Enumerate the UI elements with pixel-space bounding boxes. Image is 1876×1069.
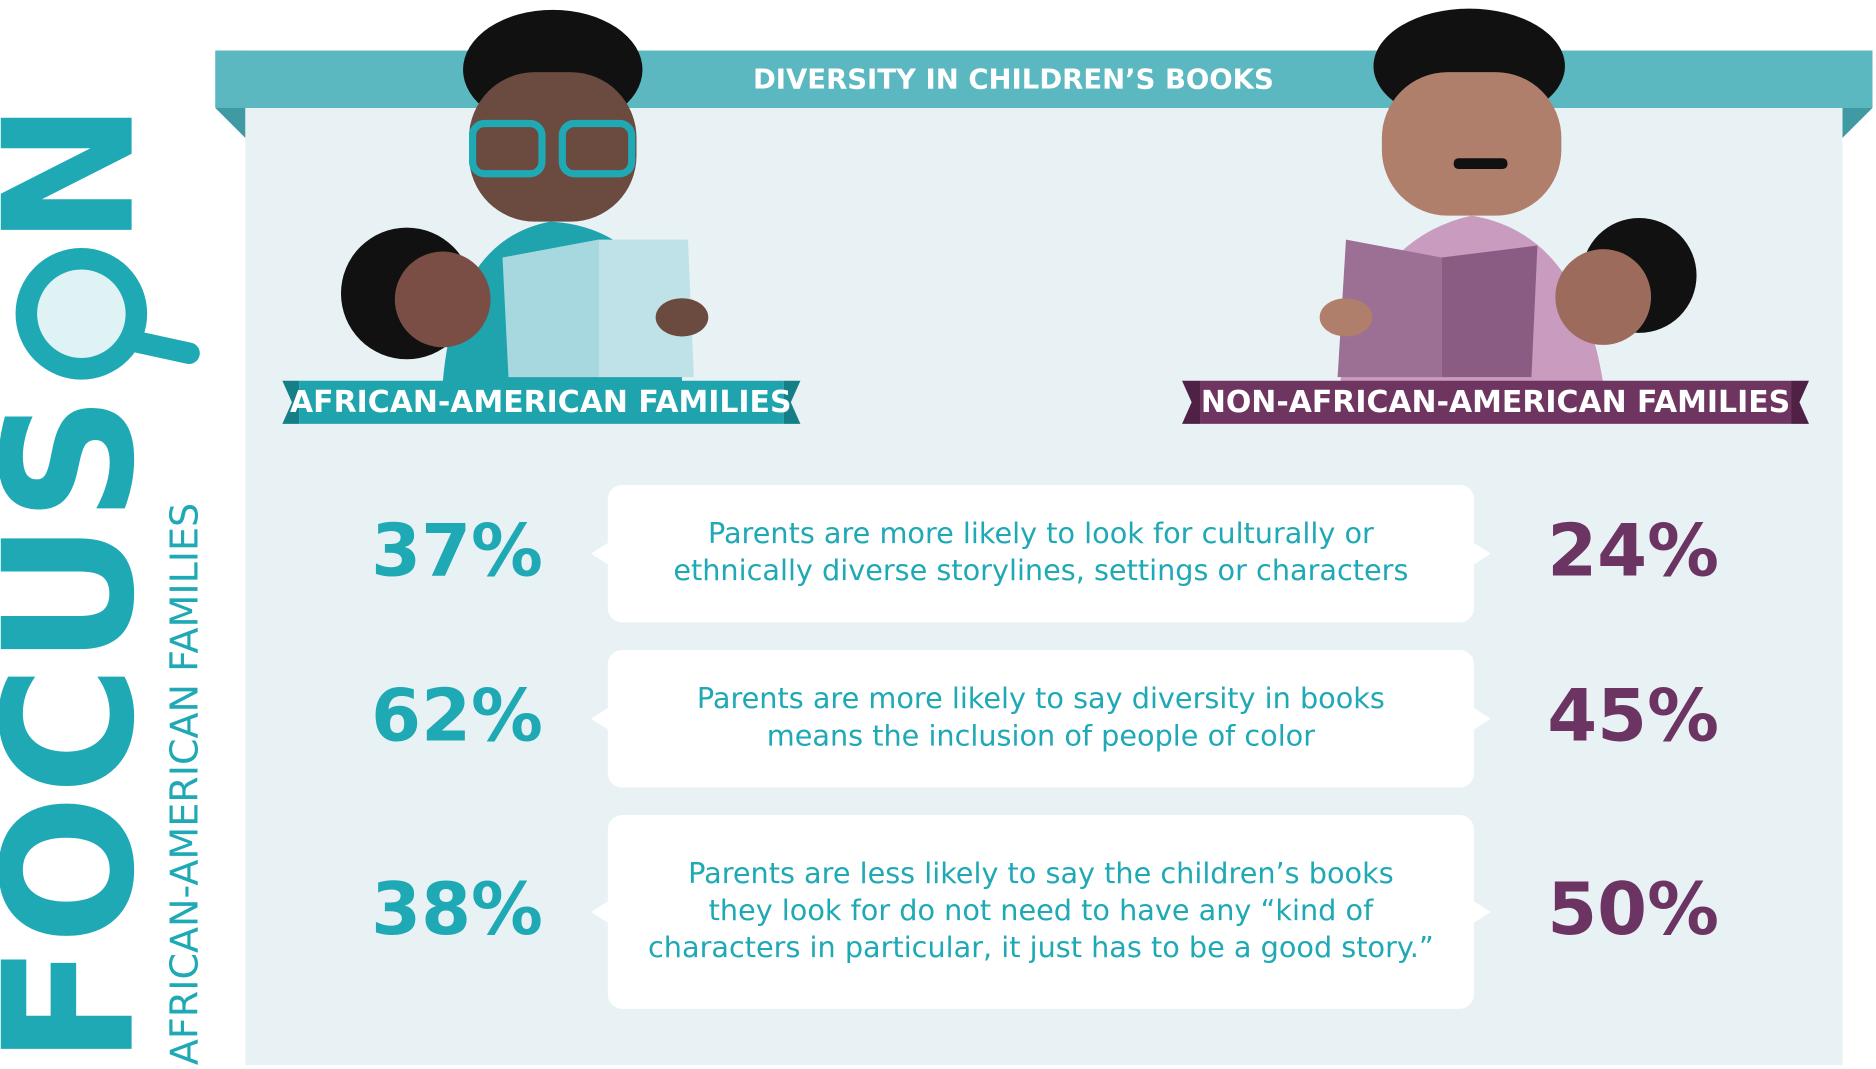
right-stat: 45%	[1547, 674, 1719, 758]
box-pointer	[591, 707, 608, 730]
side-title-end: N	[0, 102, 175, 246]
left-illustration	[340, 9, 709, 384]
statement-box	[607, 649, 1474, 788]
group-label: NON-AFRICAN-AMERICAN FAMILIES	[1201, 385, 1790, 420]
left-stat: 37%	[371, 509, 543, 593]
ribbon-tail	[1791, 380, 1809, 424]
book	[502, 239, 599, 378]
box-pointer	[1474, 707, 1491, 730]
box-pointer	[1474, 901, 1491, 923]
child-head	[1555, 249, 1652, 345]
left-stat: 38%	[371, 867, 543, 951]
head	[469, 72, 637, 222]
side-subtitle: AFRICAN-AMERICAN FAMILIES	[162, 503, 207, 1065]
statement-line: ethnically diverse storylines, settings …	[673, 553, 1408, 587]
rows: 37% 24% Parents are more likely to look fo…	[371, 484, 1719, 1009]
magnifier-icon	[15, 247, 200, 380]
right-stat: 24%	[1547, 509, 1719, 593]
right-illustration	[1319, 8, 1697, 384]
ribbon-tail	[783, 380, 801, 424]
banner-title: DIVERSITY IN CHILDREN’S BOOKS	[753, 63, 1274, 95]
left-stat: 62%	[371, 674, 543, 758]
box-pointer	[591, 901, 608, 923]
statement-line: they look for do not need to have any “k…	[709, 893, 1374, 927]
statement-line: means the inclusion of people of color	[767, 718, 1316, 752]
hand	[655, 298, 709, 337]
book	[598, 239, 694, 378]
box-pointer	[1474, 542, 1491, 565]
statement-line: Parents are less likely to say the child…	[688, 856, 1394, 890]
statement-line: characters in particular, it just has to…	[648, 930, 1434, 964]
magnifier-lens	[15, 247, 148, 380]
group-label: AFRICAN-AMERICAN FAMILIES	[290, 385, 791, 420]
statement-line: Parents are more likely to look for cult…	[708, 516, 1374, 550]
child-head	[394, 251, 491, 348]
ribbon-tail	[282, 380, 300, 424]
book	[1337, 239, 1442, 378]
head	[1381, 72, 1562, 216]
statement-line: Parents are more likely to say diversity…	[697, 681, 1385, 715]
book	[1441, 245, 1538, 378]
right-stat: 50%	[1547, 867, 1719, 951]
glasses	[558, 119, 636, 178]
ribbon-tail	[1182, 380, 1201, 424]
statement-box	[607, 484, 1474, 623]
ribbon	[299, 380, 784, 424]
moustache	[1453, 158, 1508, 169]
magnifier-handle	[123, 330, 200, 365]
hand	[1319, 298, 1373, 337]
side-title: FOCUS	[0, 395, 175, 1065]
ribbon	[1200, 380, 1792, 424]
glasses	[469, 119, 546, 178]
statement-box	[607, 815, 1474, 1009]
box-pointer	[591, 542, 608, 565]
